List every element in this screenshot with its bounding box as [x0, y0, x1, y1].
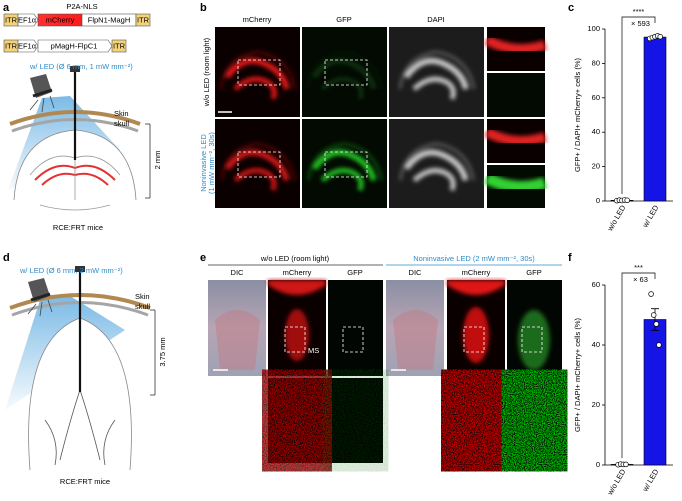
schematic-a — [8, 66, 151, 211]
y-tick-label: 80 — [592, 58, 600, 67]
column-label: GFP — [526, 268, 541, 277]
panel-label: d — [3, 252, 10, 264]
data-point — [656, 342, 662, 348]
data-point — [657, 33, 663, 40]
construct-element: ITR — [113, 41, 126, 50]
significance-label: *** — [634, 263, 643, 272]
construct-1 — [3, 13, 151, 27]
bar — [643, 36, 667, 202]
y-axis-label: GFP+ / DAPI+ mCherry+ cells (%) — [573, 58, 582, 172]
region-label: MS — [308, 346, 319, 355]
mouse-label: RCE:FRT mice — [53, 223, 103, 232]
significance-label: **** — [633, 7, 645, 16]
micrographs-e — [208, 280, 562, 463]
column-label: mCherry — [243, 15, 272, 24]
micrographs-b — [215, 27, 547, 208]
skull-label: skull — [114, 119, 129, 128]
construct-element: ITR — [137, 15, 150, 24]
column-label: DIC — [409, 268, 423, 277]
significance-bracket — [621, 272, 656, 459]
depth-label: 2 mm — [153, 151, 162, 170]
panel-label: e — [200, 252, 206, 264]
fold-change-label: × 593 — [631, 19, 650, 28]
row-label: Noninvasive LED — [199, 134, 208, 192]
skin-label: Skin — [135, 292, 150, 301]
depth-label: 3.75 mm — [158, 337, 167, 366]
y-tick-label: 40 — [592, 340, 600, 349]
data-point — [623, 461, 629, 468]
panel-label: c — [568, 2, 574, 14]
column-label: mCherry — [462, 268, 491, 277]
led-label: w/ LED (Ø 6 mm, 1 mW mm⁻²) — [29, 62, 133, 71]
column-label: GFP — [336, 15, 351, 24]
y-tick-label: 100 — [587, 24, 600, 33]
row-label: (1 mW mm⁻², 30s) — [207, 132, 216, 194]
y-tick-label: 0 — [596, 196, 600, 205]
x-tick-label: w/ LED — [640, 203, 661, 230]
y-tick-label: 20 — [592, 162, 600, 171]
y-tick-label: 60 — [592, 280, 600, 289]
x-tick-label: w/o LED — [605, 467, 628, 496]
construct-element: FlpN1-MagH — [88, 15, 131, 24]
x-tick-label: w/o LED — [605, 203, 628, 233]
mouse-label: RCE:FRT mice — [60, 477, 110, 486]
bar — [643, 319, 667, 466]
construct-element: ITR — [5, 41, 18, 50]
y-tick-label: 0 — [596, 460, 600, 469]
data-point — [650, 312, 657, 318]
significance-bracket — [621, 16, 656, 194]
y-tick-label: 40 — [592, 127, 600, 136]
panel-label: f — [568, 252, 572, 264]
skull-label: skull — [135, 302, 150, 311]
group-label: Noninvasive LED (2 mW mm⁻², 30s) — [413, 254, 535, 263]
panel-label: b — [200, 2, 207, 14]
y-tick-label: 60 — [592, 93, 600, 102]
column-label: GFP — [347, 268, 362, 277]
data-point — [653, 321, 660, 327]
y-tick-label: 20 — [592, 400, 600, 409]
error-bar — [651, 308, 659, 331]
skin-label: Skin — [114, 109, 129, 118]
data-point — [648, 291, 654, 297]
led-label: w/ LED (Ø 6 mm, 2 mW mm⁻²) — [19, 266, 123, 275]
construct-element: ITR — [5, 15, 18, 24]
column-label: mCherry — [283, 268, 312, 277]
panel-label: a — [3, 2, 10, 14]
row-label: w/o LED (room light) — [202, 37, 211, 107]
fold-change-label: × 63 — [633, 275, 648, 284]
data-point — [624, 197, 630, 204]
construct-note: P2A-NLS — [66, 2, 97, 11]
construct-element: mCherry — [46, 15, 75, 24]
construct-element: EF1α — [18, 41, 37, 50]
x-tick-label: w/ LED — [640, 467, 661, 494]
construct-2 — [3, 39, 127, 53]
y-axis-label: GFP+ / DAPI+ mCherry+ cells (%) — [573, 318, 582, 432]
group-label: w/o LED (room light) — [260, 254, 330, 263]
column-label: DIC — [231, 268, 245, 277]
construct-element: pMagH-FlpC1 — [51, 41, 98, 50]
schematic-d — [5, 266, 156, 471]
construct-element: EF1α — [18, 15, 37, 24]
column-label: DAPI — [427, 15, 445, 24]
